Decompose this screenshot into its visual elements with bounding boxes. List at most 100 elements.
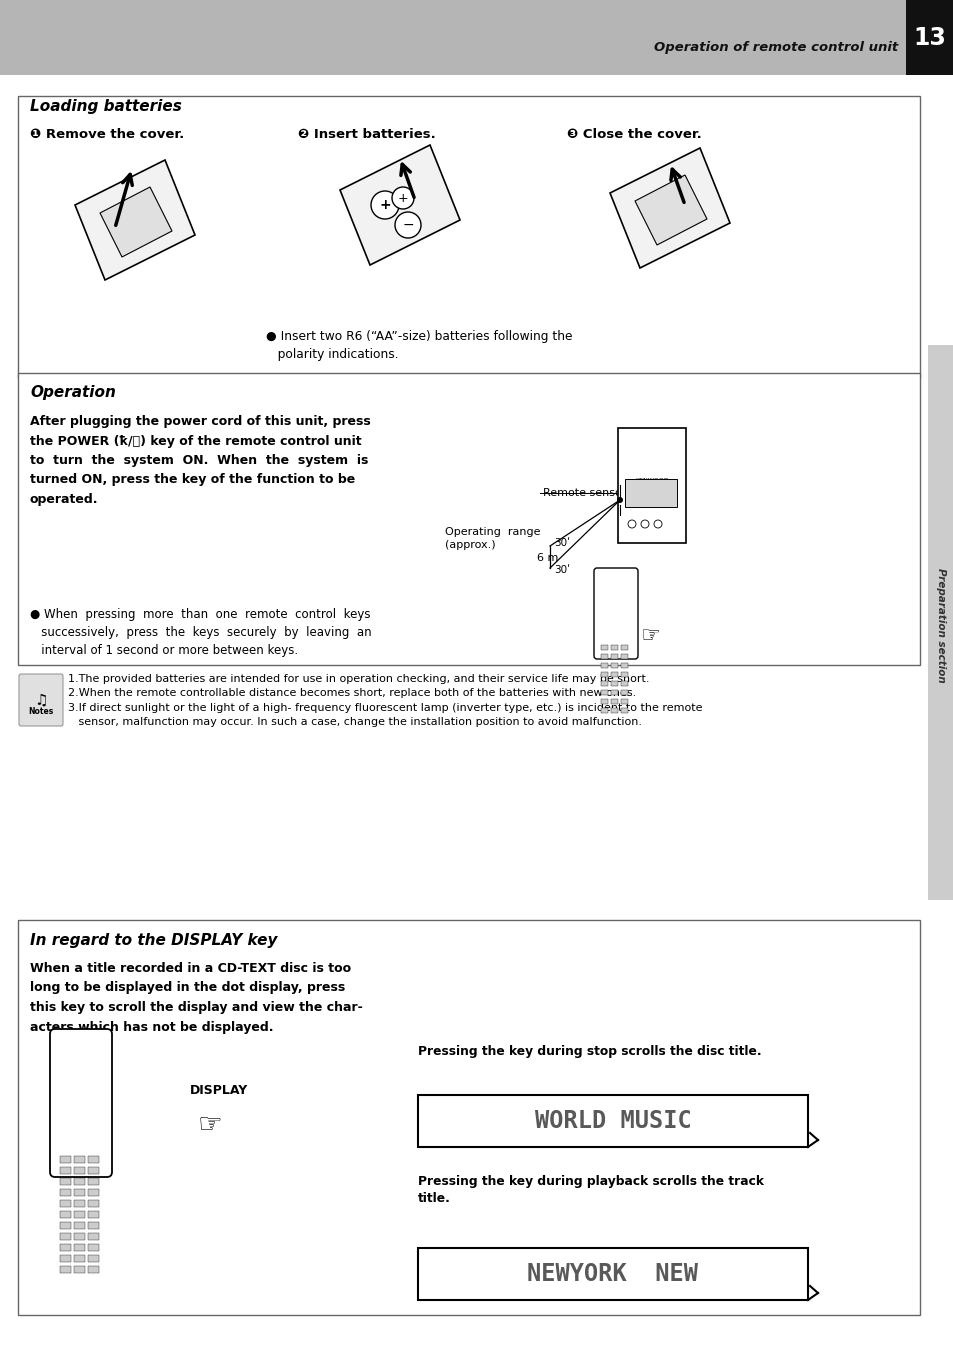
Text: Operation: Operation bbox=[30, 385, 115, 400]
Text: 13: 13 bbox=[913, 26, 945, 50]
Bar bbox=[600, 671, 607, 677]
Bar bbox=[600, 690, 607, 694]
Text: ● When  pressing  more  than  one  remote  control  keys
   successively,  press: ● When pressing more than one remote con… bbox=[30, 608, 372, 657]
Bar bbox=[74, 1266, 85, 1273]
Bar bbox=[60, 1189, 71, 1196]
Text: Remote sensor: Remote sensor bbox=[542, 488, 626, 499]
Bar bbox=[610, 708, 618, 713]
Bar bbox=[74, 1156, 85, 1163]
Bar bbox=[74, 1244, 85, 1251]
Circle shape bbox=[640, 520, 648, 528]
Bar bbox=[600, 663, 607, 667]
Circle shape bbox=[654, 520, 661, 528]
Bar bbox=[88, 1189, 99, 1196]
Bar bbox=[88, 1233, 99, 1240]
Bar bbox=[600, 654, 607, 659]
Bar bbox=[600, 698, 607, 704]
Bar bbox=[620, 698, 627, 704]
Text: After plugging the power cord of this unit, press
the POWER (ҟ/⏻) key of the rem: After plugging the power cord of this un… bbox=[30, 415, 371, 507]
Text: 30ʹ: 30ʹ bbox=[554, 538, 569, 549]
FancyBboxPatch shape bbox=[18, 96, 919, 378]
Text: ● Insert two R6 (“AA”-size) batteries following the
   polarity indications.: ● Insert two R6 (“AA”-size) batteries fo… bbox=[266, 330, 572, 361]
Bar bbox=[88, 1255, 99, 1262]
Text: ❶ Remove the cover.: ❶ Remove the cover. bbox=[30, 127, 184, 141]
Text: −: − bbox=[402, 218, 414, 232]
Bar bbox=[620, 708, 627, 713]
Bar bbox=[620, 690, 627, 694]
Text: Operation of remote control unit: Operation of remote control unit bbox=[653, 41, 897, 54]
Bar bbox=[610, 698, 618, 704]
Text: Preparation section: Preparation section bbox=[935, 567, 945, 682]
Bar bbox=[74, 1189, 85, 1196]
Text: KENWOOD: KENWOOD bbox=[635, 477, 668, 482]
Text: Operating  range
(approx.): Operating range (approx.) bbox=[444, 527, 540, 550]
Bar bbox=[74, 1223, 85, 1229]
Bar bbox=[620, 654, 627, 659]
Bar bbox=[600, 644, 607, 650]
Text: Pressing the key during playback scrolls the track
title.: Pressing the key during playback scrolls… bbox=[417, 1175, 763, 1205]
FancyBboxPatch shape bbox=[50, 1029, 112, 1177]
Bar bbox=[60, 1223, 71, 1229]
Polygon shape bbox=[609, 149, 729, 267]
Text: +: + bbox=[378, 199, 391, 212]
Bar bbox=[600, 708, 607, 713]
Text: Notes: Notes bbox=[29, 707, 53, 716]
Bar bbox=[610, 681, 618, 686]
Bar bbox=[60, 1210, 71, 1219]
Bar bbox=[600, 681, 607, 686]
Bar bbox=[74, 1167, 85, 1174]
Bar bbox=[88, 1266, 99, 1273]
Text: ❷ Insert batteries.: ❷ Insert batteries. bbox=[297, 127, 436, 141]
Circle shape bbox=[617, 497, 622, 503]
Bar bbox=[610, 671, 618, 677]
Bar bbox=[88, 1156, 99, 1163]
FancyBboxPatch shape bbox=[19, 674, 63, 725]
Text: WORLD MUSIC: WORLD MUSIC bbox=[534, 1109, 691, 1133]
Bar bbox=[927, 345, 953, 900]
Circle shape bbox=[627, 520, 636, 528]
Bar bbox=[620, 663, 627, 667]
Bar bbox=[74, 1255, 85, 1262]
Text: 30ʹ: 30ʹ bbox=[554, 565, 569, 576]
Bar bbox=[74, 1200, 85, 1206]
Text: ☞: ☞ bbox=[197, 1111, 222, 1139]
Bar bbox=[88, 1167, 99, 1174]
Bar bbox=[60, 1266, 71, 1273]
Circle shape bbox=[392, 186, 414, 209]
Bar bbox=[88, 1210, 99, 1219]
Polygon shape bbox=[75, 159, 194, 280]
Text: 1.The provided batteries are intended for use in operation checking, and their s: 1.The provided batteries are intended fo… bbox=[68, 674, 701, 727]
FancyBboxPatch shape bbox=[18, 920, 919, 1315]
Bar bbox=[610, 663, 618, 667]
Text: Loading batteries: Loading batteries bbox=[30, 99, 182, 113]
Bar bbox=[60, 1244, 71, 1251]
Polygon shape bbox=[100, 186, 172, 257]
Bar bbox=[417, 1096, 807, 1147]
Text: 6 m: 6 m bbox=[537, 553, 558, 563]
Text: ❸ Close the cover.: ❸ Close the cover. bbox=[566, 127, 701, 141]
Bar bbox=[905, 0, 953, 76]
Bar bbox=[74, 1233, 85, 1240]
Polygon shape bbox=[635, 176, 706, 245]
Bar bbox=[60, 1156, 71, 1163]
Bar bbox=[88, 1244, 99, 1251]
Text: NEWYORK  NEW: NEWYORK NEW bbox=[527, 1262, 698, 1286]
Bar bbox=[0, 0, 953, 76]
FancyBboxPatch shape bbox=[594, 567, 638, 659]
Bar bbox=[60, 1167, 71, 1174]
Text: +: + bbox=[397, 192, 408, 204]
Text: ☞: ☞ bbox=[639, 626, 659, 646]
Bar bbox=[88, 1178, 99, 1185]
Bar bbox=[88, 1200, 99, 1206]
Bar bbox=[417, 1248, 807, 1300]
Bar bbox=[60, 1255, 71, 1262]
Bar bbox=[620, 644, 627, 650]
Circle shape bbox=[395, 212, 420, 238]
Bar bbox=[618, 428, 685, 543]
Bar bbox=[610, 654, 618, 659]
Bar bbox=[610, 690, 618, 694]
Bar bbox=[60, 1178, 71, 1185]
Bar bbox=[60, 1200, 71, 1206]
Polygon shape bbox=[339, 145, 459, 265]
Bar bbox=[88, 1223, 99, 1229]
